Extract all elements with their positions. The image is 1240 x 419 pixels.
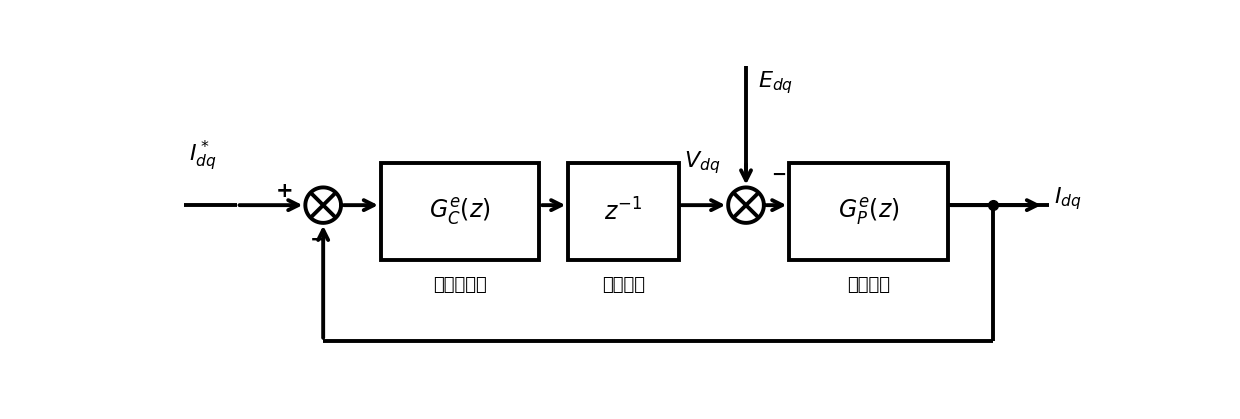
Text: $I^*_{dq}$: $I^*_{dq}$: [188, 138, 216, 173]
Text: 被控对象: 被控对象: [847, 276, 890, 294]
Text: −: −: [310, 229, 327, 249]
Text: 一拍延时: 一拍延时: [601, 276, 645, 294]
Bar: [381, 163, 539, 260]
Text: $z^{-1}$: $z^{-1}$: [604, 198, 642, 225]
Text: $E_{dq}$: $E_{dq}$: [758, 70, 792, 96]
Bar: [789, 163, 947, 260]
Text: $G^e_C(z)$: $G^e_C(z)$: [429, 196, 491, 227]
Bar: [568, 163, 678, 260]
Text: +: +: [277, 181, 294, 201]
Text: $G^e_P(z)$: $G^e_P(z)$: [838, 196, 899, 227]
Text: 电流控制器: 电流控制器: [433, 276, 487, 294]
Text: −: −: [771, 166, 786, 184]
Text: $V_{dq}$: $V_{dq}$: [683, 149, 720, 176]
Text: $I_{dq}$: $I_{dq}$: [1054, 185, 1081, 212]
